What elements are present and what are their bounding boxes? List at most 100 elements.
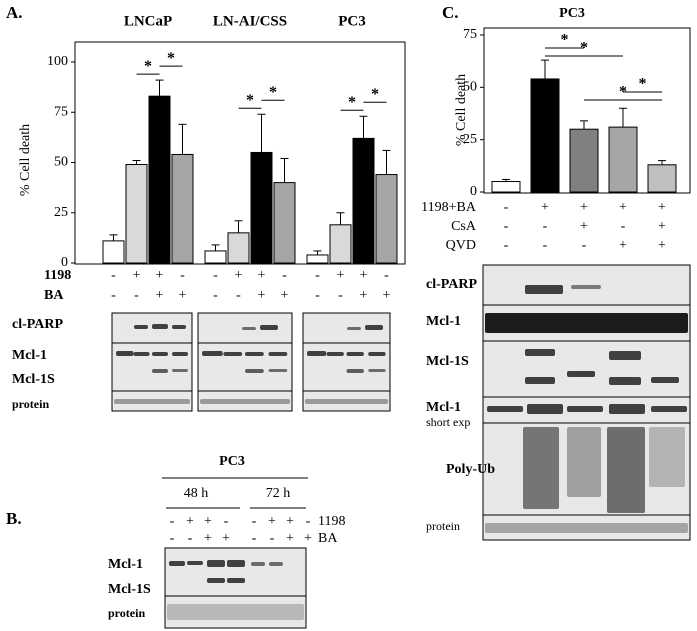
- treatment-sign: -: [582, 238, 587, 253]
- blot-band: [567, 406, 603, 412]
- blot-band: [365, 325, 383, 330]
- plot-frame: [74, 41, 406, 265]
- treatment-label: 1198: [318, 514, 345, 529]
- blot: [197, 342, 293, 392]
- blot-band: [152, 369, 168, 373]
- panel-label: C.: [442, 3, 459, 22]
- treatment-sign: +: [541, 200, 549, 215]
- y-tick-label: 75: [54, 104, 68, 119]
- bar: [273, 182, 296, 264]
- blot-band: [207, 560, 225, 567]
- treatment-sign: -: [188, 531, 193, 546]
- treatment-sign: +: [619, 238, 627, 253]
- treatment-sign: +: [360, 288, 368, 303]
- treatment-sign: -: [315, 288, 320, 303]
- blot-band: [268, 352, 288, 356]
- bar: [530, 78, 560, 193]
- treatment-sign: +: [204, 514, 212, 529]
- blot-band: [200, 399, 290, 404]
- treatment-sign: -: [111, 288, 116, 303]
- bar: [352, 137, 375, 264]
- blot-band: [260, 325, 278, 330]
- treatment-sign: +: [658, 219, 666, 234]
- y-tick-label: 50: [54, 155, 68, 170]
- group-label: LN-AI/CSS: [213, 13, 287, 29]
- treatment-sign: -: [180, 268, 185, 283]
- treatment-sign: +: [204, 531, 212, 546]
- panel-label: B.: [6, 509, 22, 528]
- blot-band: [152, 324, 168, 329]
- treatment-sign: -: [170, 531, 175, 546]
- treatment-sign: -: [384, 268, 389, 283]
- blot-label: cl-PARP: [426, 277, 477, 292]
- bar: [329, 224, 352, 264]
- blot-band: [346, 352, 364, 356]
- bar: [102, 240, 125, 264]
- treatment-sign: +: [304, 531, 312, 546]
- treatment-sign: +: [619, 200, 627, 215]
- blot-band: [245, 352, 264, 356]
- blot: [111, 342, 193, 392]
- treatment-sign: +: [268, 514, 276, 529]
- treatment-sign: -: [621, 219, 626, 234]
- significance-star: *: [246, 92, 254, 109]
- treatment-sign: -: [543, 238, 548, 253]
- blot-band: [227, 578, 245, 583]
- blot-band: [172, 352, 188, 356]
- blot-band: [525, 349, 555, 356]
- treatment-sign: -: [504, 200, 509, 215]
- bar: [125, 164, 148, 264]
- blot-band: [487, 406, 523, 412]
- treatment-sign: +: [580, 219, 588, 234]
- treatment-sign: +: [258, 268, 266, 283]
- treatment-sign: +: [286, 531, 294, 546]
- blot-band: [169, 561, 185, 566]
- chart-title: PC3: [559, 6, 585, 21]
- treatment-sign: -: [504, 219, 509, 234]
- treatment-label: BA: [318, 531, 338, 546]
- blot-band: [268, 369, 288, 372]
- blot-label: protein: [108, 606, 145, 620]
- significance-star: *: [348, 94, 356, 111]
- bar: [491, 181, 521, 193]
- blot-band: [485, 523, 688, 533]
- bar: [647, 164, 677, 193]
- blot-band: [523, 427, 559, 509]
- group-label: PC3: [338, 13, 366, 29]
- blot-label: Mcl-1: [12, 348, 47, 363]
- blot-band: [167, 604, 304, 620]
- treatment-sign: -: [252, 514, 257, 529]
- blot-band: [649, 427, 685, 487]
- treatment-sign: +: [156, 268, 164, 283]
- treatment-sign: +: [235, 268, 243, 283]
- panel-label: A.: [6, 3, 23, 22]
- treatment-sign: -: [315, 268, 320, 283]
- blot-band: [223, 352, 243, 356]
- blot-band: [202, 351, 223, 356]
- y-tick-label: 50: [463, 80, 477, 95]
- blot-label: protein: [426, 519, 460, 533]
- blot-band: [326, 352, 344, 356]
- significance-star: *: [639, 76, 647, 93]
- treatment-label: CsA: [451, 219, 477, 234]
- y-tick-label: 25: [463, 132, 477, 147]
- blot-band: [609, 404, 645, 414]
- blot-band: [307, 351, 327, 356]
- treatment-sign: -: [111, 268, 116, 283]
- treatment-sign: -: [270, 531, 275, 546]
- blot-band: [368, 369, 386, 372]
- treatment-sign: -: [543, 219, 548, 234]
- y-tick-label: 75: [463, 27, 477, 42]
- blot-band: [567, 427, 601, 497]
- blot-band: [346, 369, 364, 373]
- plot-frame: [483, 27, 691, 194]
- blot-label: Mcl-1: [108, 557, 143, 572]
- treatment-sign: -: [213, 288, 218, 303]
- treatment-sign: +: [658, 200, 666, 215]
- treatment-sign: +: [658, 238, 666, 253]
- treatment-sign: +: [286, 514, 294, 529]
- y-tick-label: 0: [61, 255, 68, 270]
- blot-band: [242, 327, 256, 330]
- blot-band: [368, 352, 386, 356]
